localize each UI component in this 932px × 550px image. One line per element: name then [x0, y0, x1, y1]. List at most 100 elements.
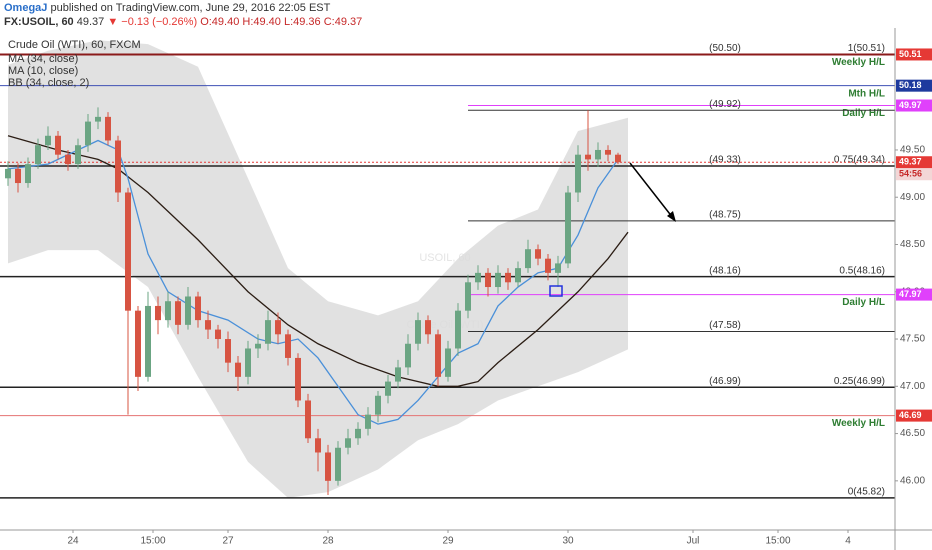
- candle-body: [365, 414, 371, 429]
- candle-body: [25, 164, 31, 184]
- byline: published on TradingView.com, June 29, 2…: [50, 2, 330, 14]
- candle-body: [335, 447, 341, 481]
- candle-body: [575, 154, 581, 193]
- level-label: (46.99): [709, 376, 741, 387]
- level-note: Daily H/L: [842, 297, 885, 308]
- candle-body: [555, 263, 561, 273]
- price-tag: [896, 79, 932, 92]
- candle-body: [305, 400, 311, 439]
- candle-body: [425, 320, 431, 335]
- y-tick-label: 47.00: [900, 381, 925, 392]
- y-tick-label: 49.50: [900, 145, 925, 156]
- candle-body: [295, 357, 301, 401]
- candle-body: [105, 116, 111, 141]
- arrow: [629, 162, 674, 219]
- level-note: Weekly H/L: [832, 57, 885, 68]
- candle-body: [435, 334, 441, 377]
- price-tag: [896, 99, 932, 112]
- change: ▼ −0.13 (−0.26%): [107, 16, 197, 28]
- candle-body: [95, 116, 101, 122]
- level-label: (49.33): [709, 155, 741, 166]
- candle-body: [495, 272, 501, 288]
- candle-body: [355, 428, 361, 439]
- candle-body: [375, 395, 381, 415]
- bollinger-band: [8, 40, 628, 498]
- level-label: 0(45.82): [848, 486, 885, 497]
- candle-body: [325, 452, 331, 481]
- legend-instrument: Crude Oil (WTI), 60, FXCM: [8, 39, 141, 51]
- level-label: 1(50.51): [848, 43, 885, 54]
- candle-body: [55, 135, 61, 155]
- moving-average: [7, 139, 619, 425]
- candle-body: [165, 301, 171, 321]
- marker-box: [549, 285, 563, 297]
- x-tick-label: 15:00: [140, 536, 165, 547]
- candle-body: [175, 301, 181, 325]
- level-label: (47.58): [709, 320, 741, 331]
- candle-body: [565, 192, 571, 264]
- price-tag: [896, 409, 932, 422]
- candle-body: [75, 145, 81, 165]
- legend-entry: MA (34, close): [8, 53, 78, 65]
- price-tag-label: 47.97: [899, 289, 922, 299]
- header: OmegaJ published on TradingView.com, Jun…: [4, 2, 331, 14]
- price-tag: [896, 48, 932, 61]
- price-tag-label: 49.97: [899, 100, 922, 110]
- level-label: (49.92): [709, 99, 741, 110]
- candle-body: [385, 381, 391, 396]
- candle-body: [465, 282, 471, 311]
- candle-body: [395, 367, 401, 382]
- candle-body: [225, 339, 231, 363]
- candle-body: [505, 272, 511, 283]
- level-label: 0.75(49.34): [834, 155, 885, 166]
- countdown: 54:56: [899, 169, 922, 179]
- candle-body: [595, 149, 601, 160]
- y-tick-label: 48.50: [900, 239, 925, 250]
- candle-body: [285, 334, 291, 358]
- x-tick-label: 30: [562, 536, 574, 547]
- candle-body: [35, 145, 41, 165]
- candle-body: [525, 249, 531, 269]
- arrow-head: [667, 211, 676, 222]
- candle-body: [415, 320, 421, 344]
- price-tag-label: 46.69: [899, 410, 922, 420]
- candle-body: [345, 438, 351, 448]
- x-tick-label: Jul: [687, 536, 700, 547]
- price-tag: [896, 288, 932, 301]
- candle-body: [515, 268, 521, 283]
- x-tick-label: 4: [845, 536, 851, 547]
- price-tag: [896, 156, 932, 169]
- level-note: Daily H/L: [842, 108, 885, 119]
- candle-body: [475, 272, 481, 283]
- level-note: Mth H/L: [848, 88, 885, 99]
- candle-body: [255, 343, 261, 349]
- candle-body: [65, 154, 71, 165]
- y-tick-label: 49.00: [900, 192, 925, 203]
- price-tag-label: 49.37: [899, 157, 922, 167]
- candle-body: [265, 320, 271, 344]
- candle-body: [185, 296, 191, 325]
- candle-body: [145, 305, 151, 377]
- x-tick-label: 24: [67, 536, 79, 547]
- candle-body: [315, 438, 321, 453]
- candle-body: [605, 149, 611, 155]
- candle-body: [615, 154, 621, 163]
- legend-entry: MA (10, close): [8, 65, 78, 77]
- x-tick-label: 27: [222, 536, 234, 547]
- candle-body: [195, 296, 201, 321]
- countdown-box: [896, 168, 932, 181]
- candle-body: [15, 168, 21, 184]
- candle-body: [235, 362, 241, 377]
- candle-body: [5, 168, 11, 179]
- candle-body: [45, 135, 51, 146]
- level-label: (50.50): [709, 43, 741, 54]
- ohlc: O:49.40 H:49.40 L:49.36 C:49.37: [200, 16, 362, 28]
- level-label: 0.5(48.16): [839, 265, 885, 276]
- last: 49.37: [77, 16, 105, 28]
- candle-body: [585, 154, 591, 160]
- legend-entry: BB (34, close, 2): [8, 77, 89, 89]
- candle-body: [405, 343, 411, 368]
- price-tag-label: 50.18: [899, 80, 922, 90]
- level-label: 0.25(46.99): [834, 376, 885, 387]
